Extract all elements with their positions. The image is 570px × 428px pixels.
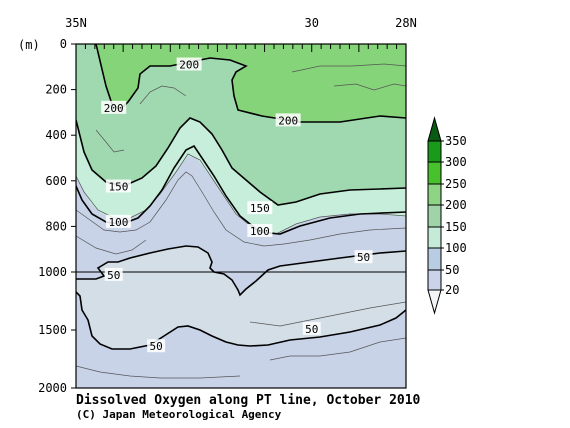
colorbar-segment: [427, 269, 442, 291]
contour-label: 200: [278, 114, 298, 127]
colorbar-label: 20: [445, 283, 459, 297]
contour-label-bg: [176, 57, 202, 71]
y-tick-label: 400: [45, 128, 67, 142]
thin-contour-line: [269, 337, 406, 361]
thin-contour-line: [333, 83, 406, 91]
colorbar-segment: [427, 204, 442, 228]
contour-label-bg: [247, 223, 273, 237]
contour-label-bg: [101, 100, 127, 114]
y-tick-label: 1500: [38, 323, 67, 337]
contour-label-bg: [354, 250, 373, 264]
thin-contour-line: [76, 365, 241, 379]
contour-label: 50: [150, 340, 163, 353]
colorbar-label: 150: [445, 220, 467, 234]
y-tick-label: 800: [45, 219, 67, 233]
colorbar-segment: [427, 226, 442, 249]
contour-label: 200: [179, 59, 199, 72]
x-tick-label: 35N: [65, 16, 87, 30]
colorbar-segment: [427, 140, 442, 163]
colorbar: 20 50 100 150 200 250 300 350: [427, 116, 467, 315]
contour-label-bg: [247, 201, 273, 215]
contour-label-bg: [147, 339, 166, 353]
contour-label: 150: [250, 202, 270, 215]
thin-contour-line: [95, 129, 125, 153]
chart-title: Dissolved Oxygen along PT line, October …: [76, 393, 421, 408]
contour-label: 150: [108, 181, 128, 194]
contour-label: 50: [107, 269, 120, 282]
contour-label: 100: [108, 216, 128, 229]
colorbar-label: 100: [445, 241, 467, 255]
contour-label-bg: [104, 267, 123, 281]
contour-50-upper: [76, 245, 406, 297]
contour-label-bg: [105, 179, 131, 193]
colorbar-label: 250: [445, 177, 467, 191]
colorbar-label: 50: [445, 263, 459, 277]
colorbar-label: 350: [445, 134, 467, 148]
thin-contour-line: [76, 235, 147, 255]
y-tick-label: 2000: [38, 381, 67, 395]
x-tick-label: 30: [304, 16, 318, 30]
x-axis-ticks: 35N 30 28N: [65, 16, 417, 52]
y-axis-ticks: 0 200 400 600 800 1000 1500 2000: [38, 37, 76, 395]
colorbar-segment: [427, 183, 442, 206]
plot-frame: [75, 43, 407, 389]
contour-label-bg: [105, 214, 131, 228]
y-unit-label: (m): [18, 38, 40, 52]
colorbar-label: 300: [445, 155, 467, 169]
thin-contour-line: [249, 301, 406, 327]
credit-line: (C) Japan Meteorological Agency: [76, 408, 282, 421]
contour-label: 100: [250, 225, 270, 238]
contour-label-bg: [302, 321, 321, 335]
colorbar-segment: [427, 289, 442, 315]
contour-50-lower: [76, 291, 406, 350]
thin-contour-line: [76, 171, 406, 247]
colorbar-segment: [427, 161, 442, 185]
y-tick-label: 200: [45, 83, 67, 97]
y-tick-label: 1000: [38, 265, 67, 279]
y-tick-label: 600: [45, 174, 67, 188]
thin-contour-line: [291, 63, 406, 73]
x-tick-label: 28N: [395, 16, 417, 30]
fill-above-200: [96, 44, 406, 122]
y-tick-label: 0: [60, 37, 67, 51]
colorbar-label: 200: [445, 198, 467, 212]
contour-150: [76, 117, 406, 206]
contour-labels: 200 200 200 150 150 100 100 50 50 50 50: [101, 57, 373, 353]
contour-label: 200: [104, 102, 124, 115]
colorbar-segment: [427, 116, 442, 142]
thin-contour-line: [139, 85, 187, 105]
contour-label: 50: [357, 251, 370, 264]
contour-label-bg: [275, 113, 301, 127]
colorbar-segment: [427, 247, 442, 271]
contour-label: 50: [305, 323, 318, 336]
